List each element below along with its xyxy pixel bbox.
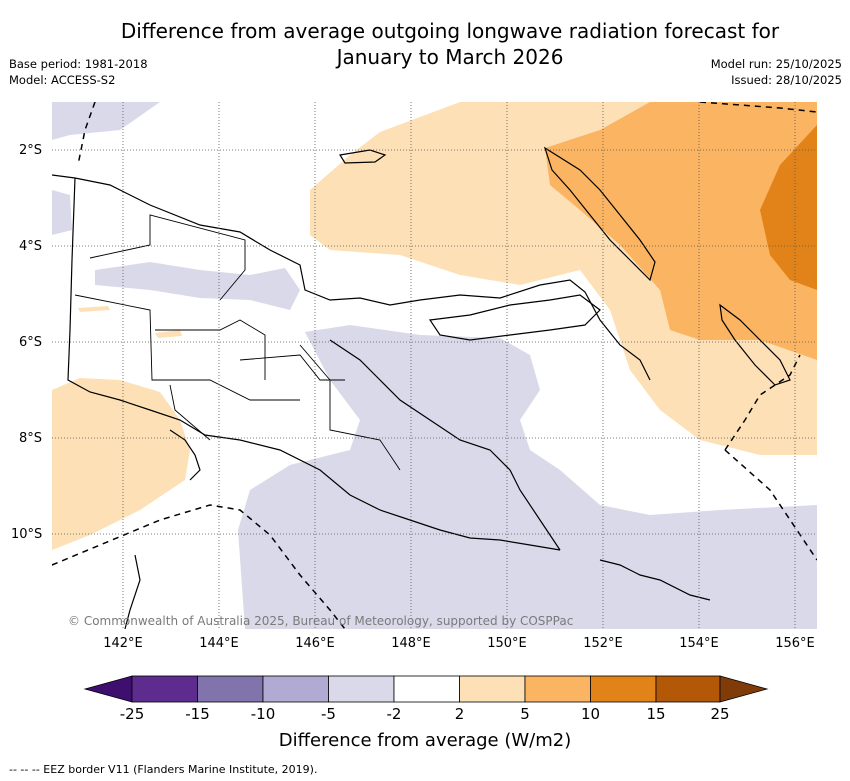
manus-island: [339, 149, 387, 164]
province-border-f: [169, 384, 211, 441]
colorbar-tick: 25: [710, 705, 730, 723]
colorbar-arrow-left: [83, 675, 133, 703]
anomaly-positive-small-1: [78, 306, 110, 312]
anomaly-positive-southwest: [52, 378, 190, 550]
colorbar-segment-1: [131, 675, 198, 703]
bougainville: [719, 303, 791, 386]
lat-label-2s: 2°S: [19, 143, 43, 158]
anomaly-negative-west: [52, 190, 72, 235]
title-line-2: January to March 2026: [336, 45, 564, 69]
lat-label-10s: 10°S: [11, 527, 43, 542]
right-metadata: Model run: 25/10/2025 Issued: 28/10/2025: [711, 56, 842, 88]
colorbar-tick: -15: [185, 705, 210, 723]
colorbar-tick: 5: [520, 705, 530, 723]
model-name: Model: ACCESS-S2: [9, 73, 116, 87]
colorbar-segment-4: [328, 675, 395, 703]
papuan-peninsula: [329, 339, 561, 551]
left-metadata: Base period: 1981-2018 Model: ACCESS-S2: [9, 56, 148, 88]
anomaly-negative-north: [52, 102, 160, 140]
cape-york: [124, 554, 141, 629]
eez-border-west: [52, 504, 346, 629]
colorbar-tick: 2: [454, 705, 465, 723]
new-britain: [428, 294, 601, 341]
colorbar-tick: 10: [580, 705, 601, 723]
map-title: Difference from average outgoing longwav…: [100, 18, 800, 70]
eez-border-east: [724, 354, 801, 451]
lon-label-144e: 144°E: [199, 636, 239, 651]
lon-label-152e: 152°E: [583, 636, 623, 651]
province-border-a: [74, 294, 300, 401]
lat-label-8s: 8°S: [19, 431, 43, 446]
colorbar-segment-5: [393, 675, 460, 703]
issued-date: Issued: 28/10/2025: [731, 73, 842, 87]
colorbar-segment-3: [262, 675, 329, 703]
anomaly-negative-south: [238, 325, 817, 629]
province-border-b: [89, 214, 246, 301]
province-borders: [74, 214, 401, 471]
province-border-c: [155, 319, 266, 380]
colorbar: [83, 675, 769, 703]
lon-label-150e: 150°E: [487, 636, 527, 651]
province-border-d: [299, 344, 401, 471]
lon-label-146e: 146°E: [295, 636, 335, 651]
fly-river-delta: [169, 429, 201, 481]
anomaly-strong-east: [760, 125, 817, 290]
lat-label-6s: 6°S: [19, 335, 43, 350]
colorbar-segment-2: [197, 675, 264, 703]
colorbar-arrow-right: [719, 675, 769, 703]
title-line-1: Difference from average outgoing longwav…: [120, 19, 780, 43]
coastlines: [52, 146, 791, 629]
gridlines: [52, 102, 817, 629]
lat-label-4s: 4°S: [19, 239, 43, 254]
anomaly-positive-small-2: [155, 330, 182, 338]
louisiade-islands: [599, 559, 711, 601]
colorbar-tick: -5: [321, 705, 336, 723]
new-ireland: [543, 146, 656, 282]
lon-label-142e: 142°E: [103, 636, 143, 651]
colorbar-tick: 15: [646, 705, 666, 723]
copyright-notice: © Commonwealth of Australia 2025, Bureau…: [68, 614, 574, 628]
colorbar-segment-8: [590, 675, 657, 703]
colorbar-tick: -10: [250, 705, 276, 723]
base-period: Base period: 1981-2018: [9, 57, 148, 71]
province-border-e: [239, 354, 345, 381]
eez-border-southeast: [724, 449, 817, 561]
new-guinea-north-coast: [52, 174, 651, 381]
model-run: Model run: 25/10/2025: [710, 57, 842, 71]
colorbar-tick: -25: [119, 705, 145, 723]
colorbar-segment-9: [655, 675, 721, 703]
eez-border-northeast: [699, 102, 817, 113]
colorbar-segment-7: [524, 675, 591, 703]
eez-legend-note: -- -- -- EEZ border V11 (Flanders Marine…: [9, 763, 318, 776]
map-area: [52, 102, 817, 629]
eez-borders: [52, 102, 817, 629]
anomaly-moderate-east: [545, 102, 817, 360]
anomaly-negative-highlands: [95, 262, 300, 310]
new-guinea-south-coast: [67, 177, 561, 551]
colorbar-tick: -2: [386, 705, 402, 723]
lon-label-148e: 148°E: [391, 636, 431, 651]
lon-label-156e: 156°E: [775, 636, 815, 651]
colorbar-title: Difference from average (W/m2): [278, 730, 572, 751]
lon-label-154e: 154°E: [679, 636, 719, 651]
colorbar-segment-6: [459, 675, 526, 703]
